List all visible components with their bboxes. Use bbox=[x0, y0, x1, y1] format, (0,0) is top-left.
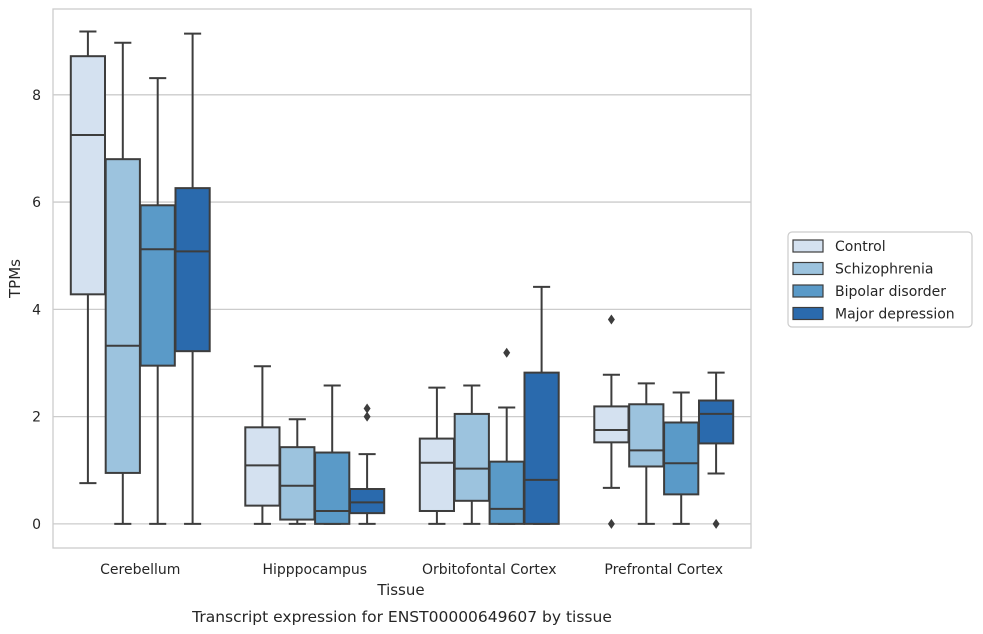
box bbox=[453, 384, 490, 525]
y-tick-label: 8 bbox=[32, 88, 41, 104]
box bbox=[593, 314, 630, 529]
legend-label: Bipolar disorder bbox=[835, 284, 946, 300]
box bbox=[488, 347, 525, 525]
box-iqr bbox=[244, 426, 281, 507]
box-iqr bbox=[593, 405, 630, 444]
y-tick-label: 4 bbox=[32, 302, 41, 318]
box bbox=[628, 382, 665, 525]
box-iqr bbox=[314, 451, 351, 525]
box bbox=[663, 391, 700, 525]
outlier-point bbox=[363, 411, 371, 422]
box-iqr bbox=[628, 403, 665, 468]
outlier-point bbox=[712, 518, 720, 529]
box-iqr bbox=[69, 55, 107, 296]
legend-label: Major depression bbox=[835, 307, 955, 323]
box-iqr bbox=[279, 446, 316, 521]
x-tick-labels: Cerebellum Hipppocampus Orbitofontal Corte… bbox=[100, 562, 723, 578]
legend-label: Schizophrenia bbox=[835, 262, 933, 278]
box bbox=[348, 403, 386, 525]
legend: Control Schizophrenia Bipolar disorder Majo… bbox=[787, 231, 973, 328]
y-tick-label: 2 bbox=[32, 410, 41, 426]
box-iqr bbox=[523, 371, 560, 525]
outlier-point bbox=[607, 314, 615, 325]
legend-swatch bbox=[792, 261, 824, 276]
chart-caption: Transcript expression for ENST0000064960… bbox=[191, 608, 612, 626]
outlier-point bbox=[607, 518, 615, 529]
y-axis-label: TPMs bbox=[6, 259, 24, 299]
y-tick-labels: 0 2 4 6 8 bbox=[32, 88, 41, 533]
plot-frame bbox=[52, 8, 752, 549]
box bbox=[418, 386, 456, 525]
box-iqr bbox=[453, 412, 490, 502]
legend-swatch bbox=[792, 306, 824, 321]
x-tick-label: Cerebellum bbox=[100, 562, 180, 578]
outlier-point bbox=[503, 347, 511, 358]
outlier-point bbox=[363, 403, 371, 414]
box-iqr bbox=[139, 204, 176, 367]
legend-swatch bbox=[792, 239, 824, 253]
boxes-layer bbox=[69, 30, 735, 529]
box-iqr bbox=[663, 421, 700, 496]
box bbox=[69, 30, 107, 485]
box bbox=[139, 77, 176, 525]
box-iqr bbox=[488, 460, 525, 525]
y-tick-label: 6 bbox=[32, 195, 41, 211]
box-iqr bbox=[174, 187, 211, 353]
legend-swatch bbox=[792, 284, 824, 298]
box bbox=[697, 371, 735, 529]
box-iqr bbox=[697, 399, 735, 445]
box bbox=[279, 418, 316, 525]
box bbox=[104, 41, 141, 525]
legend-label: Control bbox=[835, 239, 886, 255]
box-iqr bbox=[418, 437, 456, 512]
x-tick-label: Prefrontal Cortex bbox=[604, 562, 723, 578]
x-axis-label: Tissue bbox=[376, 581, 424, 599]
box bbox=[174, 32, 211, 525]
y-tick-label: 0 bbox=[32, 517, 41, 533]
x-tick-label: Hipppocampus bbox=[262, 562, 367, 578]
x-tick-label: Orbitofontal Cortex bbox=[422, 562, 557, 578]
box-iqr bbox=[348, 488, 386, 515]
box bbox=[244, 365, 281, 525]
box bbox=[523, 285, 560, 525]
legend-frame bbox=[787, 231, 973, 328]
box bbox=[314, 384, 351, 525]
box-iqr bbox=[104, 158, 141, 474]
